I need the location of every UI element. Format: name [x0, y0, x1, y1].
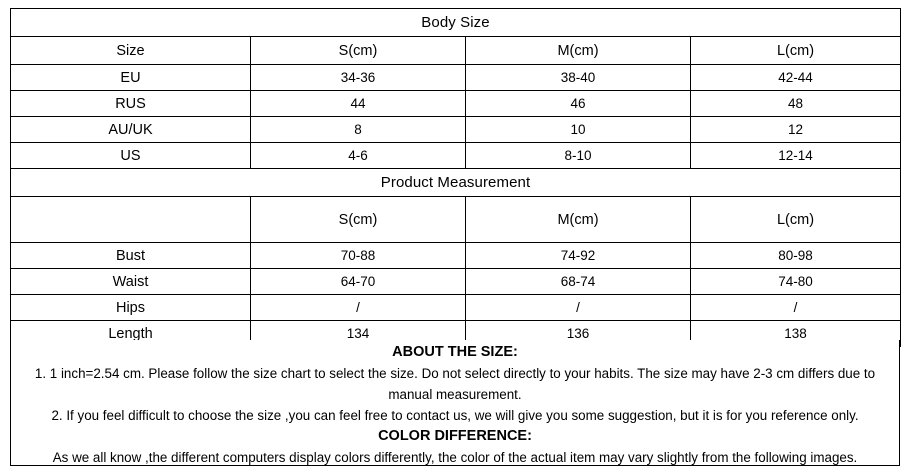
- table-row: EU 34-36 38-40 42-44: [10, 64, 901, 91]
- product-measurement-bust-m: 74-92: [465, 242, 691, 269]
- body-size-header-l: L(cm): [690, 36, 901, 65]
- about-the-size-line-2: manual measurement.: [388, 387, 522, 402]
- about-the-size-line-1: 1. 1 inch=2.54 cm. Please follow the siz…: [34, 366, 876, 381]
- about-the-size-line-3: 2. If you feel difficult to choose the s…: [51, 408, 859, 423]
- product-measurement-hips-m: /: [465, 294, 691, 321]
- product-measurement-header-m: M(cm): [465, 196, 691, 243]
- product-measurement-row-label-waist: Waist: [10, 268, 251, 295]
- table-row: RUS 44 46 48: [10, 90, 901, 117]
- body-size-auuk-s: 8: [250, 116, 466, 143]
- product-measurement-waist-m: 68-74: [465, 268, 691, 295]
- body-size-header-row: Size S(cm) M(cm) L(cm): [10, 36, 901, 65]
- table-row: Hips / / /: [10, 294, 901, 321]
- body-size-auuk-l: 12: [690, 116, 901, 143]
- product-measurement-bust-s: 70-88: [250, 242, 466, 269]
- product-measurement-header-s: S(cm): [250, 196, 466, 243]
- body-size-header-s: S(cm): [250, 36, 466, 65]
- product-measurement-row-label-bust: Bust: [10, 242, 251, 269]
- product-measurement-bust-l: 80-98: [690, 242, 901, 269]
- product-measurement-waist-l: 74-80: [690, 268, 901, 295]
- table-row: Waist 64-70 68-74 74-80: [10, 268, 901, 295]
- body-size-title: Body Size: [10, 8, 901, 37]
- body-size-us-l: 12-14: [690, 142, 901, 169]
- table-row: US 4-6 8-10 12-14: [10, 142, 901, 169]
- product-measurement-waist-s: 64-70: [250, 268, 466, 295]
- product-measurement-header-blank: [10, 196, 251, 243]
- body-size-eu-m: 38-40: [465, 64, 691, 91]
- body-size-us-m: 8-10: [465, 142, 691, 169]
- product-measurement-hips-l: /: [690, 294, 901, 321]
- product-measurement-header-l: L(cm): [690, 196, 901, 243]
- body-size-row-label-auuk: AU/UK: [10, 116, 251, 143]
- body-size-rus-l: 48: [690, 90, 901, 117]
- body-size-row-label-eu: EU: [10, 64, 251, 91]
- table-row: AU/UK 8 10 12: [10, 116, 901, 143]
- notes-block: ABOUT THE SIZE: 1. 1 inch=2.54 cm. Pleas…: [10, 340, 900, 466]
- body-size-us-s: 4-6: [250, 142, 466, 169]
- body-size-eu-l: 42-44: [690, 64, 901, 91]
- product-measurement-title: Product Measurement: [10, 168, 901, 197]
- about-the-size-heading: ABOUT THE SIZE:: [392, 344, 518, 360]
- color-difference-heading: COLOR DIFFERENCE:: [378, 428, 532, 444]
- body-size-header-m: M(cm): [465, 36, 691, 65]
- product-measurement-header-row: S(cm) M(cm) L(cm): [10, 196, 901, 243]
- body-size-title-row: Body Size: [10, 8, 901, 37]
- body-size-row-label-rus: RUS: [10, 90, 251, 117]
- body-size-header-size: Size: [10, 36, 251, 65]
- product-measurement-title-row: Product Measurement: [10, 168, 901, 197]
- body-size-auuk-m: 10: [465, 116, 691, 143]
- color-difference-line-1: As we all know ,the different computers …: [52, 450, 858, 465]
- body-size-eu-s: 34-36: [250, 64, 466, 91]
- body-size-rus-s: 44: [250, 90, 466, 117]
- product-measurement-row-label-hips: Hips: [10, 294, 251, 321]
- body-size-rus-m: 46: [465, 90, 691, 117]
- table-row: Bust 70-88 74-92 80-98: [10, 242, 901, 269]
- product-measurement-hips-s: /: [250, 294, 466, 321]
- size-chart-table: Body Size Size S(cm) M(cm) L(cm) EU 34-3…: [10, 8, 901, 347]
- body-size-row-label-us: US: [10, 142, 251, 169]
